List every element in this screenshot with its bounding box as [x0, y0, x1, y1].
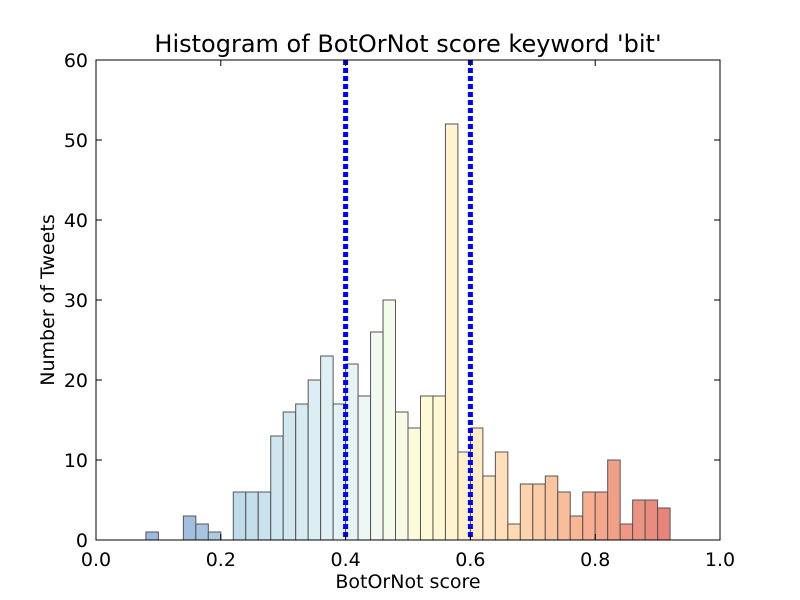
histogram-bar-26 [507, 523, 521, 541]
x-tick-label-5: 1.0 [705, 549, 735, 571]
histogram-bar-35 [619, 523, 634, 541]
histogram-bar-9 [295, 403, 309, 541]
histogram-bar-0 [145, 531, 159, 541]
histogram-bar-34 [607, 459, 621, 541]
histogram-bar-29 [544, 475, 559, 541]
histogram-bar-32 [582, 491, 596, 541]
chart-title: Histogram of BotOrNot score keyword 'bit… [154, 30, 661, 58]
histogram-bar-4 [232, 491, 247, 541]
histogram-bar-1 [182, 515, 197, 541]
y-tick-label-3: 30 [64, 290, 88, 312]
x-tick-label-0: 0.0 [81, 549, 111, 571]
reference-lines-layer [343, 60, 473, 540]
y-tick-label-2: 20 [64, 370, 88, 392]
histogram-bar-28 [532, 483, 546, 541]
y-axis-label: Number of Tweets [37, 214, 59, 385]
histogram-bar-5 [245, 491, 259, 541]
y-tick-label-5: 50 [64, 130, 88, 152]
histogram-bar-33 [594, 491, 609, 541]
histogram-bar-37 [644, 499, 659, 541]
histogram-bar-38 [657, 507, 671, 541]
histogram-bar-8 [282, 411, 297, 541]
histogram-bar-10 [307, 379, 322, 541]
y-tick-label-0: 0 [76, 530, 88, 552]
x-tick-label-3: 0.6 [455, 549, 485, 571]
histogram-bar-7 [270, 435, 284, 541]
histogram-bar-15 [370, 331, 384, 541]
x-tick-label-1: 0.2 [206, 549, 236, 571]
y-tick-label-4: 40 [64, 210, 88, 232]
histogram-bar-21 [444, 123, 459, 541]
x-tick-label-2: 0.4 [330, 549, 360, 571]
histogram-bar-25 [494, 451, 509, 541]
histogram-bar-18 [407, 427, 421, 541]
y-tick-label-1: 10 [64, 450, 88, 472]
histogram-bar-11 [320, 355, 334, 541]
histogram-bar-16 [382, 299, 397, 541]
histogram-bar-14 [357, 395, 372, 541]
x-axis-label: BotOrNot score [335, 571, 480, 593]
histogram-bar-36 [632, 499, 646, 541]
histogram-bar-3 [207, 531, 222, 541]
y-tick-label-6: 60 [64, 50, 88, 72]
histogram-bar-24 [482, 475, 496, 541]
histogram-bar-20 [432, 395, 446, 541]
histogram-bar-6 [257, 491, 272, 541]
histogram-bar-30 [557, 491, 571, 541]
histogram-bar-27 [519, 483, 534, 541]
bars-layer [145, 123, 671, 541]
x-tick-label-4: 0.8 [580, 549, 610, 571]
ticks-layer: 0.0 0.2 0.4 0.6 0.8 1.0 0 10 20 30 40 50 60 [64, 50, 735, 571]
histogram-bar-31 [569, 515, 584, 541]
histogram-bar-17 [395, 411, 409, 541]
histogram-bar-19 [419, 395, 434, 541]
histogram-bar-2 [195, 523, 209, 541]
